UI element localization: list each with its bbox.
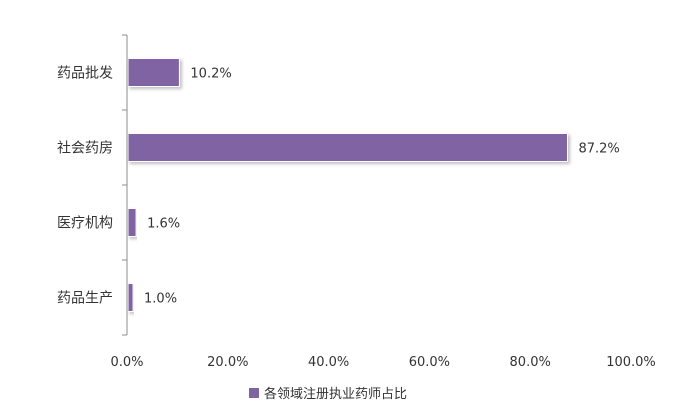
value-label: 1.0% — [144, 292, 177, 307]
bar — [127, 283, 134, 312]
x-tick-label: 40.0% — [308, 355, 349, 370]
category-label: 医疗机构 — [57, 216, 113, 232]
category-label: 社会药房 — [57, 141, 113, 157]
x-tick-label: 100.0% — [606, 355, 656, 370]
bar — [127, 133, 568, 162]
legend-label: 各领域注册执业药师占比 — [264, 386, 407, 402]
category-label: 药品生产 — [57, 291, 113, 307]
x-tick-label: 0.0% — [110, 355, 143, 370]
value-label: 87.2% — [578, 142, 619, 157]
bar — [127, 208, 137, 237]
x-tick-label: 20.0% — [207, 355, 248, 370]
value-label: 10.2% — [190, 67, 231, 82]
bar — [127, 58, 180, 87]
legend: 各领域注册执业药师占比 — [249, 386, 407, 402]
category-label: 药品批发 — [57, 66, 113, 82]
x-tick-label: 60.0% — [409, 355, 450, 370]
value-label: 1.6% — [147, 217, 180, 232]
x-tick-label: 80.0% — [510, 355, 551, 370]
legend-swatch — [249, 388, 259, 398]
